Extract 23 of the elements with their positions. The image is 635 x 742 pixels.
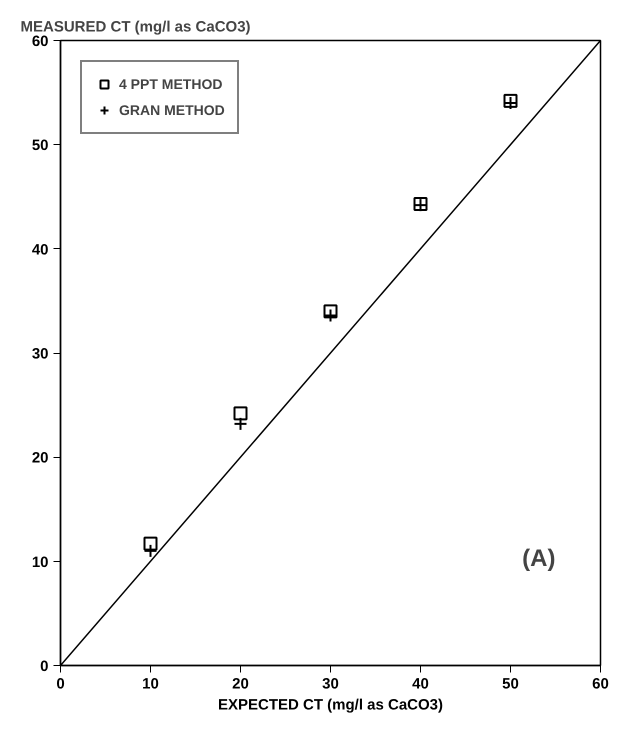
x-tick-label: 60 (592, 676, 609, 692)
point (144, 536, 158, 551)
x-axis-title: EXPECTED CT (mg/l as CaCO3) (218, 696, 444, 714)
y-tick-label: 40 (32, 241, 49, 258)
y-tick-label: 60 (32, 33, 49, 50)
y-tick-label: 30 (32, 346, 49, 362)
x-tick-label: 30 (322, 676, 339, 692)
y-tick-label: 0 (40, 658, 48, 675)
x-tick-label: 10 (142, 676, 159, 692)
annotation: (A) (522, 544, 556, 572)
x-tick-label: 0 (56, 676, 65, 692)
point (234, 406, 248, 420)
y-tick-label: 50 (32, 137, 49, 154)
x-tick-label: 50 (502, 676, 519, 692)
x-tick-label: 20 (232, 676, 249, 692)
point (324, 304, 338, 318)
point (504, 94, 518, 108)
legend-label: 4 PPT METHOD (119, 76, 222, 92)
y-axis-title: MEASURED CT (mg/l as CaCO3) (20, 18, 251, 36)
legend-label: GRAN METHOD (119, 102, 225, 118)
y-tick-label: 20 (32, 450, 49, 467)
y-tick-label: 10 (32, 554, 49, 571)
x-tick-label: 40 (412, 676, 429, 692)
